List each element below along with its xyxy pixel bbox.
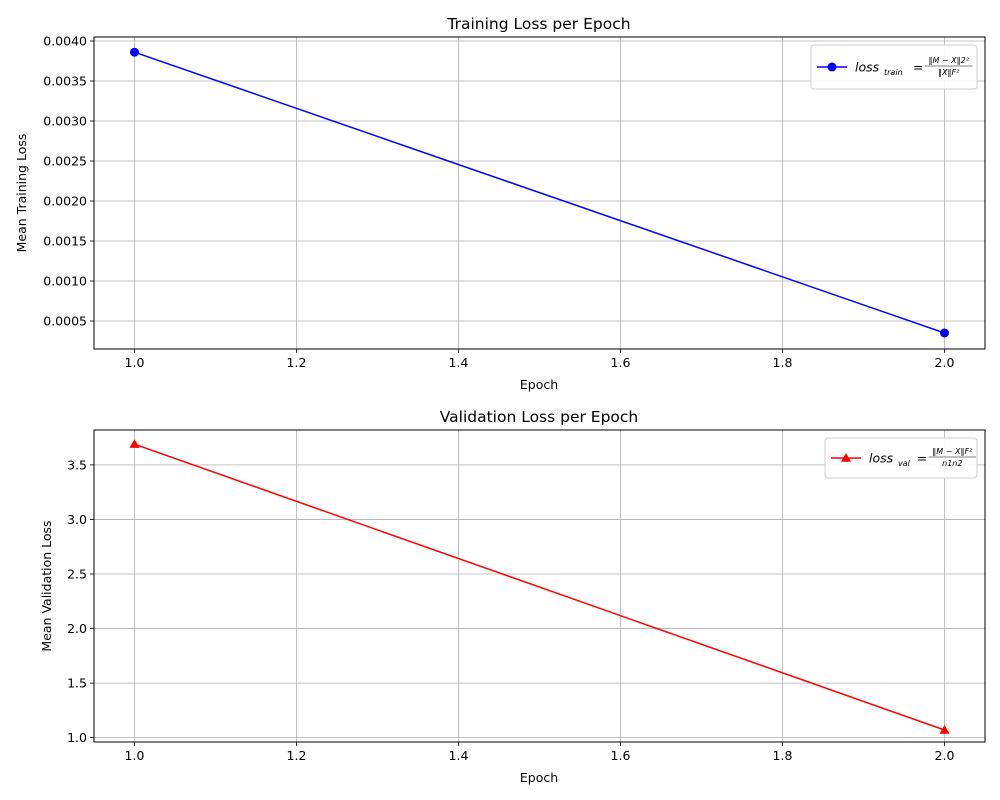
y-tick-label: 3.0 — [67, 512, 87, 527]
y-tick-label: 3.5 — [67, 457, 87, 472]
data-point — [940, 328, 949, 338]
plot-frame — [93, 36, 986, 350]
y-tick-label: 0.0020 — [43, 194, 87, 209]
legend-label-main: loss — [869, 451, 894, 466]
y-tick-label: 0.0040 — [43, 34, 87, 49]
x-tick-label: 1.4 — [449, 748, 469, 763]
legend-label-subscript: train — [884, 68, 903, 77]
legend: loss train = ‖M − X‖2² ‖X‖F² — [810, 44, 978, 90]
chart-title: Validation Loss per Epoch — [440, 408, 639, 426]
legend-label-equals: = — [913, 60, 923, 75]
y-tick-label: 0.0025 — [43, 154, 87, 169]
y-axis-label: Mean Training Loss — [14, 134, 29, 253]
y-axis-label: Mean Validation Loss — [39, 520, 54, 651]
legend-label-equals: = — [917, 451, 927, 466]
legend-label-subscript: val — [898, 459, 911, 468]
x-axis-label: Epoch — [520, 377, 558, 392]
x-tick-label: 1.4 — [449, 355, 469, 370]
data-point — [129, 439, 140, 448]
x-axis-label: Epoch — [520, 770, 558, 785]
series-line — [134, 51, 945, 334]
y-tick-label: 0.0035 — [43, 74, 87, 89]
x-tick-label: 1.6 — [611, 355, 631, 370]
y-tick-label: 0.0030 — [43, 114, 87, 129]
legend-label-numerator: ‖M − X‖2² — [928, 56, 969, 65]
data-point — [130, 47, 139, 57]
y-tick-label: 2.0 — [67, 621, 87, 636]
x-tick-label: 1.2 — [287, 355, 307, 370]
x-tick-label: 1.8 — [773, 355, 793, 370]
x-tick-label: 1.0 — [125, 355, 145, 370]
legend-label-denominator: n1n2 — [942, 459, 962, 468]
chart-title: Training Loss per Epoch — [446, 15, 630, 33]
legend: loss val = ‖M − X‖F² n1n2 — [824, 437, 978, 479]
x-tick-label: 1.0 — [125, 748, 145, 763]
x-tick-label: 1.8 — [773, 748, 793, 763]
legend-label-main: loss — [855, 60, 880, 75]
series-line — [134, 443, 945, 731]
y-tick-label: 1.5 — [67, 676, 87, 691]
legend-box — [810, 44, 978, 90]
legend-label-denominator: ‖X‖F² — [938, 68, 960, 77]
x-tick-label: 2.0 — [935, 748, 955, 763]
legend-marker — [827, 62, 837, 72]
plot-frame — [93, 429, 986, 743]
y-tick-label: 1.0 — [67, 730, 87, 745]
y-tick-label: 2.5 — [67, 567, 87, 582]
y-tick-label: 0.0010 — [43, 274, 87, 289]
y-tick-label: 0.0015 — [43, 234, 87, 249]
validation-loss-chart: Validation Loss per Epoch Epoch Mean Val… — [39, 408, 986, 785]
x-tick-label: 2.0 — [935, 355, 955, 370]
legend-marker — [841, 453, 851, 462]
x-tick-label: 1.2 — [287, 748, 307, 763]
x-tick-label: 1.6 — [611, 748, 631, 763]
data-point — [939, 725, 950, 734]
training-loss-chart: Training Loss per Epoch Epoch Mean Train… — [14, 15, 986, 392]
legend-box — [824, 437, 978, 479]
legend-label-numerator: ‖M − X‖F² — [932, 447, 973, 456]
y-tick-label: 0.0005 — [43, 314, 87, 329]
